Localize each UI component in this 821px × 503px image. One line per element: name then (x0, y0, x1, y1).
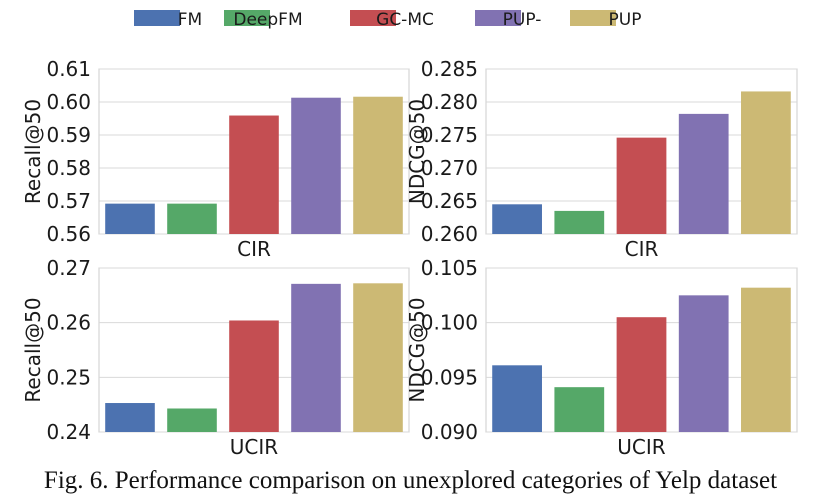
figure: FM DeepFM GC-MC PUP- PUP 0.56 0.57 0.58 0.59 0.6… (21, 10, 798, 459)
y-tick-label: 0.280 (421, 90, 478, 114)
bar-fm (105, 403, 155, 432)
y-tick-label: 0.285 (421, 57, 478, 81)
x-axis-label: CIR (237, 237, 271, 261)
legend: FM DeepFM GC-MC PUP- PUP (134, 10, 641, 30)
x-axis-label: UCIR (617, 435, 666, 459)
y-axis-label: NDCG@50 (405, 297, 429, 402)
bar-pup (678, 295, 729, 432)
bar-deepfm (554, 210, 605, 234)
y-tick-label: 0.260 (421, 222, 478, 246)
legend-label: PUP (609, 10, 642, 30)
legend-swatch (350, 10, 396, 26)
y-axis-label: Recall@50 (21, 99, 45, 204)
y-tick-label: 0.25 (46, 365, 91, 389)
bar-gcmc (229, 115, 279, 234)
bar-gcmc (616, 317, 667, 432)
y-tick-label: 0.59 (46, 123, 91, 147)
bar-deepfm (167, 408, 217, 432)
x-axis-label: CIR (625, 237, 659, 261)
y-tick-label: 0.58 (46, 156, 91, 180)
chart-panel-4: 0.090 0.095 0.100 0.105 UCIR NDCG@50 (405, 256, 798, 459)
y-tick-label: 0.265 (421, 189, 478, 213)
y-tick-label: 0.60 (46, 90, 91, 114)
bar-gcmc (616, 137, 667, 234)
figure-caption: Fig. 6. Performance comparison on unexpl… (43, 467, 778, 494)
legend-label: DeepFM (233, 10, 302, 30)
legend-swatch (134, 10, 180, 26)
y-tick-label: 0.100 (421, 311, 478, 335)
legend-item-fm: FM (134, 10, 202, 30)
y-axis-label: NDCG@50 (405, 99, 429, 204)
legend-swatch (224, 10, 270, 26)
bar-fm (492, 365, 542, 432)
bar-pup (291, 283, 341, 432)
bar-pup (741, 287, 791, 432)
y-tick-label: 0.27 (46, 256, 91, 280)
legend-swatch (475, 10, 521, 26)
legend-swatch (570, 10, 616, 26)
y-tick-label: 0.270 (421, 156, 478, 180)
chart-panel-2: 0.260 0.265 0.270 0.275 0.280 0.285 CIR NDCG@50 (405, 57, 798, 261)
y-tick-label: 0.090 (421, 420, 478, 444)
chart-panel-1: 0.56 0.57 0.58 0.59 0.60 0.61 CIR Recall@50 (21, 57, 410, 261)
bar-pup (291, 97, 341, 235)
y-tick-label: 0.61 (46, 57, 91, 81)
legend-item-pup: PUP (570, 10, 641, 30)
y-tick-label: 0.095 (421, 365, 478, 389)
y-axis-label: Recall@50 (21, 297, 45, 402)
bar-pup (678, 113, 729, 234)
bar-pup (353, 283, 403, 432)
x-axis-label: UCIR (230, 435, 279, 459)
bar-pup (741, 91, 791, 234)
y-tick-label: 0.24 (46, 420, 91, 444)
chart-panels: 0.560.570.580.590.600.61CIRRecall@500.26… (21, 57, 798, 459)
bar-gcmc (229, 320, 279, 432)
y-tick-label: 0.56 (46, 222, 91, 246)
legend-item-deepfm: DeepFM (224, 10, 303, 30)
y-tick-label: 0.105 (421, 256, 478, 280)
legend-label: GC-MC (376, 10, 434, 30)
bar-fm (492, 204, 542, 234)
bar-deepfm (554, 387, 605, 432)
bar-fm (105, 203, 155, 234)
legend-item-gcmc: GC-MC (350, 10, 434, 30)
y-tick-label: 0.57 (46, 189, 91, 213)
legend-label: FM (178, 10, 202, 30)
bar-deepfm (167, 203, 217, 234)
y-tick-label: 0.26 (46, 311, 91, 335)
chart-panel-3: 0.24 0.25 0.26 0.27 UCIR Recall@50 (21, 256, 410, 459)
legend-label: PUP- (503, 10, 542, 30)
y-tick-label: 0.275 (421, 123, 478, 147)
legend-item-pup: PUP- (475, 10, 541, 30)
bar-pup (353, 96, 403, 234)
